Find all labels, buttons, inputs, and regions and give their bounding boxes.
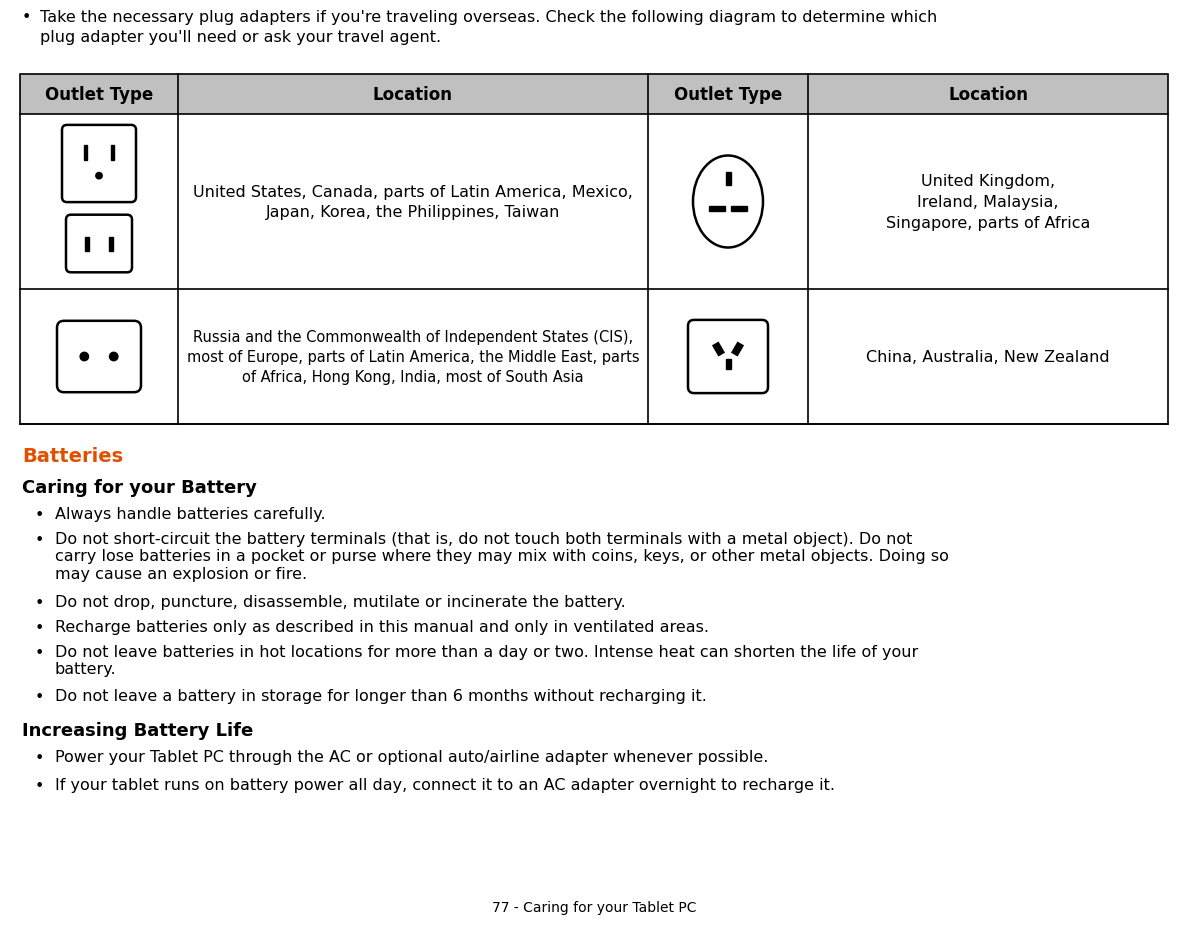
Bar	[83, 146, 88, 160]
Bar	[109, 237, 113, 251]
Text: Location: Location	[373, 86, 453, 104]
Text: United Kingdom,
Ireland, Malaysia,
Singapore, parts of Africa: United Kingdom, Ireland, Malaysia, Singa…	[886, 174, 1091, 231]
Text: Russia and the Commonwealth of Independent States (CIS),
most of Europe, parts o: Russia and the Commonwealth of Independe…	[187, 330, 639, 385]
FancyBboxPatch shape	[688, 321, 767, 394]
Text: Do not short-circuit the battery terminals (that is, do not touch both terminals: Do not short-circuit the battery termina…	[55, 531, 949, 581]
Bar	[731, 207, 747, 212]
Text: Power your Tablet PC through the AC or optional auto/airline adapter whenever po: Power your Tablet PC through the AC or o…	[55, 749, 769, 764]
Text: If your tablet runs on battery power all day, connect it to an AC adapter overni: If your tablet runs on battery power all…	[55, 777, 835, 793]
Text: •: •	[34, 690, 44, 705]
Bar	[86, 237, 89, 251]
Text: •: •	[34, 778, 44, 794]
Text: Always handle batteries carefully.: Always handle batteries carefully.	[55, 506, 326, 521]
Text: •: •	[34, 750, 44, 765]
Text: •: •	[34, 532, 44, 548]
Text: China, Australia, New Zealand: China, Australia, New Zealand	[866, 349, 1110, 364]
Text: Outlet Type: Outlet Type	[45, 86, 153, 104]
Circle shape	[109, 353, 118, 362]
Text: United States, Canada, parts of Latin America, Mexico,
Japan, Korea, the Philipp: United States, Canada, parts of Latin Am…	[194, 184, 633, 221]
Text: Batteries: Batteries	[23, 447, 124, 465]
FancyBboxPatch shape	[62, 126, 135, 203]
Text: Recharge batteries only as described in this manual and only in ventilated areas: Recharge batteries only as described in …	[55, 619, 709, 634]
Bar	[709, 207, 725, 212]
Text: 77 - Caring for your Tablet PC: 77 - Caring for your Tablet PC	[492, 900, 696, 914]
Text: •: •	[34, 595, 44, 610]
Ellipse shape	[693, 157, 763, 248]
Text: •: •	[34, 645, 44, 660]
Circle shape	[96, 173, 102, 180]
Text: Take the necessary plug adapters if you're traveling overseas. Check the followi: Take the necessary plug adapters if you'…	[40, 10, 937, 25]
Text: Location: Location	[948, 86, 1028, 104]
Text: •: •	[34, 620, 44, 635]
Bar	[110, 146, 114, 160]
Text: Do not leave a battery in storage for longer than 6 months without recharging it: Do not leave a battery in storage for lo…	[55, 688, 707, 704]
Bar	[20, 75, 1168, 425]
Text: Outlet Type: Outlet Type	[674, 86, 782, 104]
Bar	[726, 172, 731, 186]
FancyBboxPatch shape	[57, 322, 141, 393]
Text: Increasing Battery Life: Increasing Battery Life	[23, 721, 253, 739]
Text: •: •	[34, 507, 44, 523]
Text: Caring for your Battery: Caring for your Battery	[23, 478, 257, 497]
Text: Do not leave batteries in hot locations for more than a day or two. Intense heat: Do not leave batteries in hot locations …	[55, 644, 918, 677]
Text: •: •	[23, 10, 31, 25]
Circle shape	[80, 353, 88, 362]
FancyBboxPatch shape	[67, 215, 132, 273]
Bar	[20, 75, 1168, 115]
Bar	[726, 360, 731, 370]
Text: plug adapter you'll need or ask your travel agent.: plug adapter you'll need or ask your tra…	[40, 30, 441, 44]
Text: Do not drop, puncture, disassemble, mutilate or incinerate the battery.: Do not drop, puncture, disassemble, muti…	[55, 594, 626, 609]
